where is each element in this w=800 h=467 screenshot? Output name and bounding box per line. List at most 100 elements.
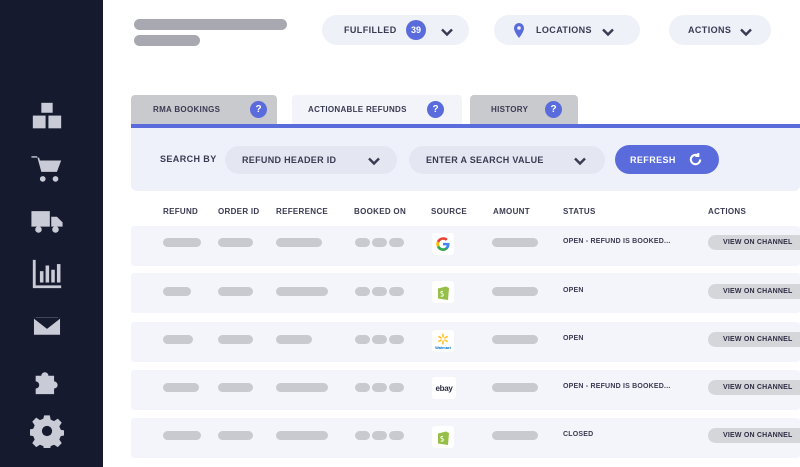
date-placeholder [389, 238, 404, 247]
status-text: OPEN [563, 287, 584, 294]
cart-icon[interactable] [28, 150, 66, 188]
fulfilled-count-badge: 39 [406, 20, 426, 40]
help-icon[interactable]: ? [545, 101, 562, 118]
subtitle-placeholder [134, 35, 200, 46]
column-header-booked-on[interactable]: BOOKED ON [354, 207, 407, 216]
tab-label: ACTIONABLE REFUNDS [308, 105, 407, 114]
walmart-wordmark: Walmart [435, 344, 451, 350]
order-id-placeholder [218, 335, 253, 344]
chevron-down-icon [740, 25, 752, 37]
refund-placeholder [163, 238, 201, 247]
reference-placeholder [276, 335, 312, 344]
google-icon [432, 233, 454, 255]
actions-label: ACTIONS [688, 25, 732, 35]
date-placeholder [355, 287, 370, 296]
refund-placeholder [163, 383, 199, 392]
tab-actionable-refunds[interactable]: ACTIONABLE REFUNDS ? [292, 95, 462, 124]
column-header-order-id[interactable]: ORDER ID [218, 207, 260, 216]
reference-placeholder [276, 287, 328, 296]
status-text: OPEN [563, 335, 584, 342]
location-pin-icon [513, 23, 525, 43]
tab-rma-bookings[interactable]: RMA BOOKINGS ? [131, 95, 277, 124]
refund-placeholder [163, 287, 191, 296]
view-on-channel-button[interactable]: VIEW ON CHANNEL [708, 332, 800, 347]
date-placeholder [355, 335, 370, 344]
search-field-value: REFUND HEADER ID [242, 155, 337, 165]
fulfilled-label: FULFILLED [344, 25, 397, 35]
chevron-down-icon [441, 25, 453, 37]
boxes-icon[interactable] [28, 98, 66, 136]
mail-icon[interactable] [28, 307, 66, 345]
amount-placeholder [492, 383, 538, 392]
view-on-channel-button[interactable]: VIEW ON CHANNEL [708, 428, 800, 443]
search-by-label: SEARCH BY [160, 154, 217, 164]
actions-menu[interactable]: ACTIONS [669, 15, 771, 45]
tab-label: HISTORY [491, 105, 529, 114]
status-text: CLOSED [563, 431, 594, 438]
title-placeholder [134, 19, 287, 30]
sidebar [0, 0, 103, 467]
amount-placeholder [492, 431, 538, 440]
refresh-label: REFRESH [630, 154, 676, 165]
ebay-wordmark: ebay [435, 383, 453, 393]
fulfilled-filter[interactable]: FULFILLED 39 [322, 15, 469, 45]
view-on-channel-button[interactable]: VIEW ON CHANNEL [708, 235, 800, 250]
search-value-placeholder: ENTER A SEARCH VALUE [426, 155, 544, 165]
reference-placeholder [276, 431, 328, 440]
search-field-select[interactable]: REFUND HEADER ID [225, 146, 397, 174]
date-placeholder [372, 431, 387, 440]
date-placeholder [372, 383, 387, 392]
column-header-status[interactable]: STATUS [563, 207, 596, 216]
column-header-amount[interactable]: AMOUNT [493, 207, 530, 216]
column-header-actions[interactable]: ACTIONS [708, 207, 747, 216]
ebay-icon: ebay [432, 377, 456, 399]
amount-placeholder [492, 287, 538, 296]
date-placeholder [372, 287, 387, 296]
shopify-icon [432, 426, 454, 448]
date-placeholder [389, 431, 404, 440]
date-placeholder [372, 238, 387, 247]
locations-label: LOCATIONS [536, 25, 592, 35]
order-id-placeholder [218, 383, 253, 392]
date-placeholder [389, 335, 404, 344]
help-icon[interactable]: ? [250, 101, 267, 118]
date-placeholder [389, 287, 404, 296]
order-id-placeholder [218, 431, 253, 440]
date-placeholder [355, 238, 370, 247]
search-value-input[interactable]: ENTER A SEARCH VALUE [409, 146, 605, 174]
column-header-reference[interactable]: REFERENCE [276, 207, 329, 216]
walmart-icon: Walmart [432, 330, 454, 352]
refund-placeholder [163, 335, 193, 344]
view-on-channel-button[interactable]: VIEW ON CHANNEL [708, 284, 800, 299]
refund-placeholder [163, 431, 201, 440]
chevron-down-icon [602, 25, 614, 37]
order-id-placeholder [218, 238, 253, 247]
amount-placeholder [492, 238, 538, 247]
reference-placeholder [276, 383, 328, 392]
view-on-channel-button[interactable]: VIEW ON CHANNEL [708, 380, 800, 395]
reference-placeholder [276, 238, 322, 247]
tab-underline [131, 124, 800, 128]
tab-history[interactable]: HISTORY ? [470, 95, 578, 124]
amount-placeholder [492, 335, 538, 344]
shopify-icon [432, 281, 454, 303]
date-placeholder [355, 431, 370, 440]
gear-icon[interactable] [28, 412, 66, 450]
refresh-icon [689, 152, 702, 166]
date-placeholder [355, 383, 370, 392]
refresh-button[interactable]: REFRESH [615, 145, 719, 174]
tab-label: RMA BOOKINGS [153, 105, 221, 114]
column-header-source[interactable]: SOURCE [431, 207, 468, 216]
help-icon[interactable]: ? [427, 101, 444, 118]
column-header-refund[interactable]: REFUND [163, 207, 199, 216]
chevron-down-icon [574, 154, 586, 166]
truck-icon[interactable] [28, 202, 66, 240]
puzzle-icon[interactable] [28, 361, 66, 399]
status-text: OPEN - REFUND IS BOOKED... [563, 383, 671, 390]
locations-filter[interactable]: LOCATIONS [494, 15, 640, 45]
status-text: OPEN - REFUND IS BOOKED... [563, 238, 671, 245]
chart-icon[interactable] [28, 255, 66, 293]
date-placeholder [372, 335, 387, 344]
chevron-down-icon [368, 154, 380, 166]
order-id-placeholder [218, 287, 253, 296]
